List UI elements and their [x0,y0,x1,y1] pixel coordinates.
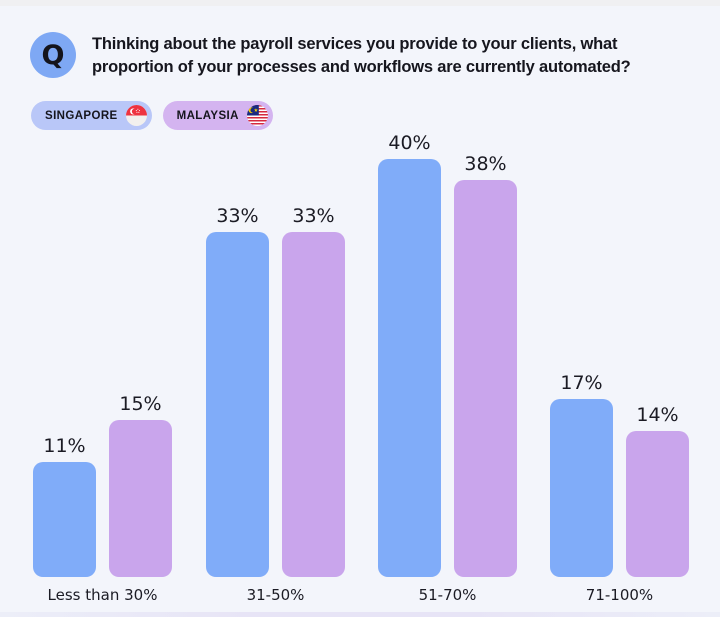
question-line-2: proportion of your processes and workflo… [92,58,631,76]
singapore-flag-icon [125,105,147,126]
bar-singapore-4 [550,399,613,577]
bar-chart: 11% 15% Less than 30% 33% 33% 31-50% 40% 38% 51-… [33,133,689,604]
bar-wrap-singapore-4: 17% [550,373,613,577]
bar-malaysia-3 [454,180,517,577]
bar-group-1: 11% 15% Less than 30% [33,394,172,604]
malaysia-flag-icon [246,105,268,126]
bar-wrap-malaysia-4: 14% [626,405,689,577]
bar-wrap-singapore-1: 11% [33,436,96,577]
bottom-strip [0,612,720,617]
bar-pair-2: 33% 33% [206,206,345,577]
legend-pill-malaysia: MALAYSIA [162,101,273,130]
value-label-singapore-2: 33% [216,205,259,228]
value-label-malaysia-4: 14% [636,404,679,427]
category-label-2: 31-50% [246,586,305,604]
bar-group-3: 40% 38% 51-70% [378,133,517,604]
question-text: Thinking about the payroll services you … [92,33,631,79]
bar-group-2: 33% 33% 31-50% [206,206,345,604]
value-label-malaysia-3: 38% [464,153,507,176]
bar-malaysia-1 [109,420,172,577]
category-label-4: 71-100% [585,586,654,604]
bar-singapore-1 [33,462,96,577]
bar-malaysia-4 [626,431,689,577]
bar-group-4: 17% 14% 71-100% [550,373,689,604]
question-badge: Q [30,32,76,78]
question-line-1: Thinking about the payroll services you … [92,35,618,53]
value-label-malaysia-1: 15% [119,393,162,416]
category-label-1: Less than 30% [47,586,158,604]
bar-malaysia-2 [282,232,345,577]
bar-singapore-3 [378,159,441,577]
legend-label-singapore: SINGAPORE [45,109,118,122]
bar-wrap-singapore-3: 40% [378,133,441,577]
value-label-malaysia-2: 33% [292,205,335,228]
bar-wrap-singapore-2: 33% [206,206,269,577]
bar-wrap-malaysia-1: 15% [109,394,172,577]
bar-pair-1: 11% 15% [33,394,172,577]
legend-pill-singapore: SINGAPORE [31,101,152,130]
legend-label-malaysia: MALAYSIA [176,109,239,122]
legend: SINGAPORE MALAYSIA [31,101,273,130]
category-label-3: 51-70% [418,586,477,604]
bar-singapore-2 [206,232,269,577]
value-label-singapore-3: 40% [388,132,431,155]
bar-wrap-malaysia-3: 38% [454,154,517,577]
top-strip [0,0,720,6]
bar-wrap-malaysia-2: 33% [282,206,345,577]
value-label-singapore-1: 11% [43,435,86,458]
value-label-singapore-4: 17% [560,372,603,395]
bar-pair-3: 40% 38% [378,133,517,577]
bar-pair-4: 17% 14% [550,373,689,577]
question-badge-letter: Q [41,39,65,71]
